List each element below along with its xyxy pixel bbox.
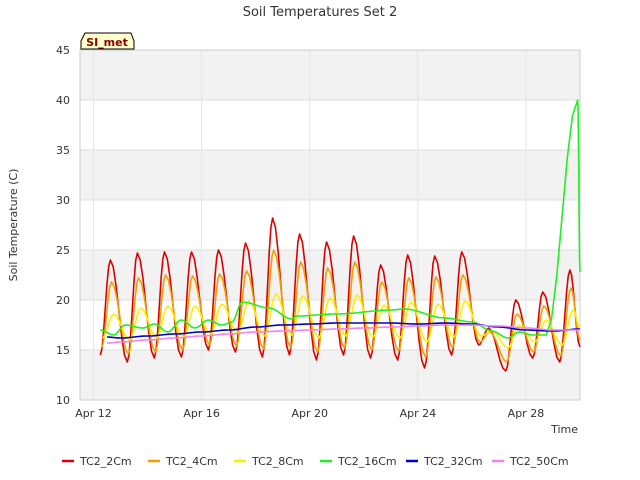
x-tick-label: Apr 24 [400, 407, 437, 420]
x-tick-label: Apr 12 [75, 407, 112, 420]
site-badge-shape [80, 32, 135, 50]
x-tick-label: Apr 16 [183, 407, 220, 420]
series-line-tc2-4cm [100, 249, 581, 363]
y-tick-label: 20 [56, 294, 70, 307]
y-tick-label: 30 [56, 194, 70, 207]
grid-band [80, 50, 580, 100]
legend-label: TC2_32Cm [423, 455, 483, 468]
series-line-tc2-16cm [100, 99, 581, 339]
x-tick-label: Apr 28 [508, 407, 545, 420]
legend-label: TC2_16Cm [337, 455, 397, 468]
site-badge-label: SI_met [86, 36, 128, 49]
series-line-tc2-32cm [106, 322, 581, 339]
plot-background-bands [80, 50, 580, 400]
legend-label: TC2_8Cm [251, 455, 304, 468]
x-axis-ticks: Apr 12 Apr 16 Apr 20 Apr 24 Apr 28 [75, 407, 544, 420]
series-line-tc2-50cm [106, 324, 580, 344]
legend-label: TC2_50Cm [509, 455, 569, 468]
chart-title: Soil Temperatures Set 2 [243, 5, 398, 20]
grid-band [80, 150, 580, 200]
y-axis-label: Soil Temperature (C) [7, 169, 20, 282]
x-axis-label: Time [550, 423, 578, 436]
legend-label: TC2_4Cm [165, 455, 218, 468]
y-tick-label: 45 [56, 44, 70, 57]
y-tick-label: 15 [56, 344, 70, 357]
legend: TC2_2Cm TC2_4Cm TC2_8Cm TC2_16Cm TC2_32Cm TC2… [62, 455, 569, 468]
plot-frame [79, 49, 581, 401]
grid-band [80, 350, 580, 400]
y-tick-label: 40 [56, 94, 70, 107]
series-line-tc2-2cm [99, 217, 581, 372]
y-axis-ticks: 10 15 20 25 30 35 40 45 [56, 44, 70, 407]
legend-label: TC2_2Cm [79, 455, 132, 468]
site-badge: SI_met [80, 32, 135, 50]
y-tick-label: 10 [56, 394, 70, 407]
y-tick-label: 35 [56, 144, 70, 157]
series-lines [99, 99, 581, 372]
x-tick-label: Apr 20 [291, 407, 328, 420]
y-tick-label: 25 [56, 244, 70, 257]
